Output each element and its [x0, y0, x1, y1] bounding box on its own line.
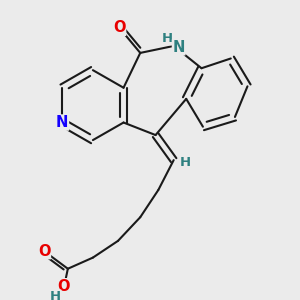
Text: O: O	[57, 279, 70, 294]
Text: N: N	[172, 40, 185, 55]
Text: O: O	[113, 20, 126, 35]
Text: H: H	[50, 290, 61, 300]
Text: O: O	[38, 244, 50, 259]
Text: H: H	[162, 32, 173, 45]
Text: N: N	[56, 115, 68, 130]
Text: H: H	[180, 156, 191, 169]
